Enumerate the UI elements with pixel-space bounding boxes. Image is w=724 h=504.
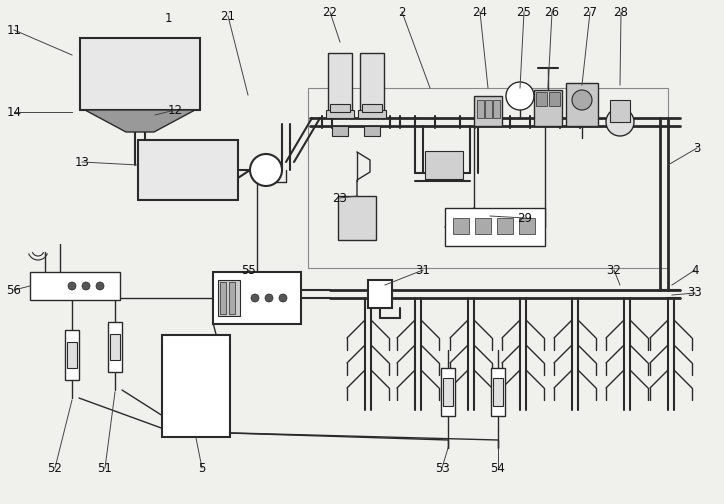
Bar: [338, 196, 376, 240]
Text: 11: 11: [7, 24, 22, 36]
Text: 1: 1: [164, 12, 172, 25]
Bar: [477, 100, 484, 118]
Text: 32: 32: [607, 264, 621, 277]
Bar: [30, 272, 120, 300]
Bar: [229, 282, 235, 314]
Text: 54: 54: [491, 462, 505, 474]
Text: 24: 24: [473, 6, 487, 19]
Text: 28: 28: [613, 6, 628, 19]
Bar: [443, 378, 453, 406]
Bar: [330, 104, 350, 112]
Bar: [491, 368, 505, 416]
Text: 27: 27: [583, 6, 597, 19]
Bar: [534, 90, 562, 126]
Text: 31: 31: [416, 264, 431, 277]
Bar: [362, 104, 382, 112]
Text: 4: 4: [691, 264, 699, 277]
Circle shape: [506, 82, 534, 110]
Text: 14: 14: [7, 105, 22, 118]
Text: 51: 51: [98, 462, 112, 474]
Text: 55: 55: [240, 264, 256, 277]
Bar: [519, 218, 535, 234]
Text: 52: 52: [48, 462, 62, 474]
Bar: [218, 280, 240, 316]
Circle shape: [251, 294, 259, 302]
Bar: [425, 151, 463, 179]
Bar: [549, 92, 560, 106]
Bar: [358, 110, 386, 118]
Bar: [497, 218, 513, 234]
Bar: [453, 218, 469, 234]
Text: 29: 29: [518, 212, 532, 224]
Text: 2: 2: [398, 6, 405, 19]
Bar: [308, 88, 668, 268]
Text: 26: 26: [544, 6, 560, 19]
Bar: [368, 280, 392, 308]
Polygon shape: [85, 110, 195, 132]
Bar: [474, 96, 502, 126]
Bar: [80, 38, 200, 110]
Bar: [108, 322, 122, 372]
Text: 13: 13: [75, 156, 90, 168]
Text: 5: 5: [198, 462, 206, 474]
Circle shape: [250, 154, 282, 186]
Bar: [326, 110, 354, 118]
Bar: [360, 53, 384, 115]
Bar: [493, 378, 503, 406]
Text: 21: 21: [221, 10, 235, 23]
Circle shape: [572, 90, 592, 110]
Text: 56: 56: [7, 283, 22, 296]
Circle shape: [606, 108, 634, 136]
Bar: [566, 83, 598, 126]
Text: 23: 23: [332, 192, 348, 205]
Bar: [441, 368, 455, 416]
Bar: [213, 272, 301, 324]
Bar: [138, 140, 238, 200]
Text: 3: 3: [694, 142, 701, 155]
Text: 25: 25: [516, 6, 531, 19]
Bar: [110, 334, 120, 360]
Bar: [445, 208, 545, 246]
Bar: [475, 218, 491, 234]
Circle shape: [68, 282, 76, 290]
Text: 12: 12: [167, 103, 182, 116]
Bar: [328, 53, 352, 115]
Bar: [162, 335, 230, 437]
Text: 33: 33: [688, 286, 702, 299]
Circle shape: [265, 294, 273, 302]
Bar: [485, 100, 492, 118]
Bar: [610, 100, 630, 122]
Bar: [536, 92, 547, 106]
Bar: [332, 126, 348, 136]
Bar: [67, 342, 77, 368]
Circle shape: [96, 282, 104, 290]
Bar: [65, 330, 79, 380]
Circle shape: [82, 282, 90, 290]
Bar: [220, 282, 226, 314]
Text: 22: 22: [322, 6, 337, 19]
Bar: [364, 126, 380, 136]
Text: 53: 53: [434, 462, 450, 474]
Circle shape: [279, 294, 287, 302]
Bar: [493, 100, 500, 118]
